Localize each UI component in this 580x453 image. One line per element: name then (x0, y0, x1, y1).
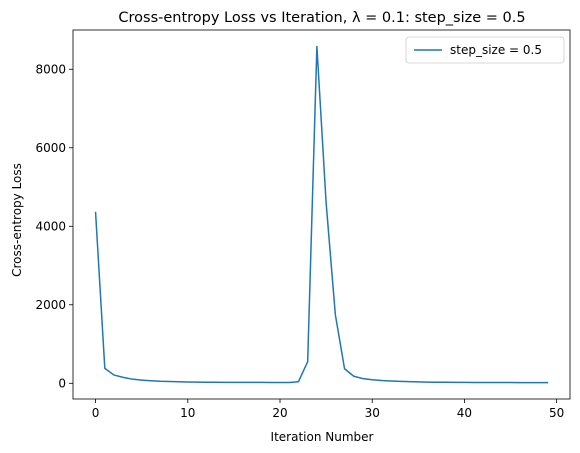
x-tick-label: 20 (272, 406, 287, 420)
y-tick-label: 2000 (35, 298, 66, 312)
x-tick-label: 30 (365, 406, 380, 420)
y-tick-label: 0 (58, 376, 66, 390)
y-tick-label: 6000 (35, 141, 66, 155)
plot-area (72, 29, 571, 400)
chart-title: Cross-entropy Loss vs Iteration, λ = 0.1… (118, 10, 525, 26)
x-tick-label: 10 (180, 406, 195, 420)
legend-box (405, 36, 565, 64)
y-axis-ticks: 0 2000 4000 6000 8000 (35, 62, 73, 390)
x-tick-label: 40 (457, 406, 472, 420)
x-tick-label: 0 (92, 406, 100, 420)
x-tick-label: 50 (549, 406, 564, 420)
y-tick-label: 4000 (35, 219, 66, 233)
legend-label: step_size = 0.5 (450, 43, 542, 57)
y-axis-label: Cross-entropy Loss (10, 163, 24, 277)
axes-frame (72, 29, 571, 400)
x-axis-ticks: 0 10 20 30 40 50 (92, 399, 564, 420)
x-axis-label: Iteration Number (271, 430, 374, 444)
legend: step_size = 0.5 (405, 36, 565, 64)
series-line-0 (94, 45, 549, 384)
y-tick-label: 8000 (35, 62, 66, 76)
